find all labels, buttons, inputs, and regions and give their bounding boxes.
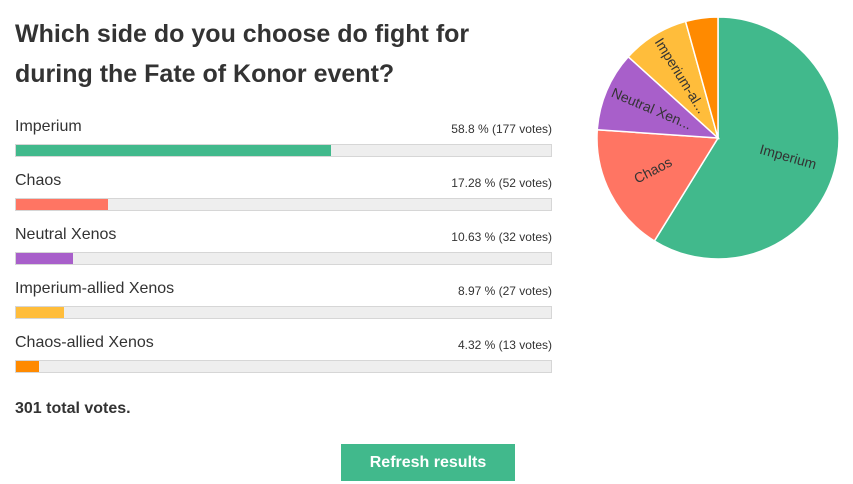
progress-fill (16, 307, 64, 318)
option-label: Imperium (15, 118, 82, 135)
progress-track (15, 306, 552, 319)
option-stat: 58.8 % (177 votes) (451, 122, 552, 136)
total-votes: 301 total votes. (15, 400, 131, 417)
poll-results: Imperium 58.8 % (177 votes) Chaos 17.28 … (15, 118, 552, 388)
progress-fill (16, 361, 40, 372)
result-row-imperium-allied-xenos: Imperium-allied Xenos 8.97 % (27 votes) (15, 280, 552, 334)
progress-fill (16, 253, 73, 264)
result-row-chaos-allied-xenos: Chaos-allied Xenos 4.32 % (13 votes) (15, 334, 552, 388)
progress-track (15, 360, 552, 373)
option-label: Neutral Xenos (15, 226, 117, 243)
option-stat: 8.97 % (27 votes) (457, 284, 552, 298)
pie-slice-chaos (596, 128, 720, 242)
option-label: Chaos-allied Xenos (15, 334, 154, 351)
progress-track (15, 198, 552, 211)
result-row-chaos: Chaos 17.28 % (52 votes) (15, 172, 552, 226)
progress-track (15, 252, 552, 265)
poll-question: Which side do you choose do fight for du… (15, 20, 470, 88)
refresh-results-button[interactable]: Refresh results (341, 444, 515, 481)
option-label: Imperium-allied Xenos (15, 280, 175, 297)
option-stat: 17.28 % (52 votes) (451, 176, 552, 190)
option-stat: 10.63 % (32 votes) (451, 230, 552, 244)
pie-slice-imperium (653, 16, 840, 260)
pie-slice-neutral-xenos (596, 55, 721, 139)
option-label: Chaos (15, 172, 62, 189)
progress-track (15, 144, 552, 157)
result-row-imperium: Imperium 58.8 % (177 votes) (15, 118, 552, 172)
progress-fill (16, 199, 109, 210)
progress-fill (16, 145, 331, 156)
option-stat: 4.32 % (13 votes) (457, 338, 552, 352)
result-row-neutral-xenos: Neutral Xenos 10.63 % (32 votes) (15, 226, 552, 280)
pie-slice-chaos-allied-xenos (684, 16, 719, 139)
